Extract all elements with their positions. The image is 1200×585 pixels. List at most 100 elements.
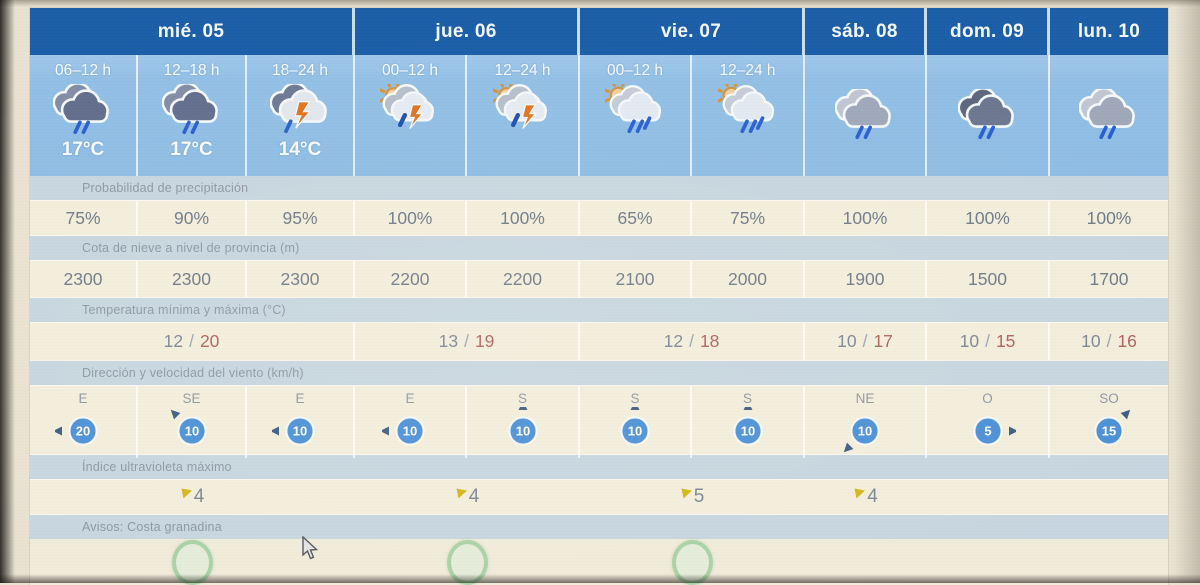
uv-index-value: 5 <box>681 486 704 508</box>
snow-level-value: 2300 <box>30 261 138 297</box>
precipitation-value: 65% <box>580 201 692 235</box>
temperature-min: 12 <box>163 331 184 351</box>
temperature-section-label: Temperatura mínima y máxima (°C) <box>30 298 1168 322</box>
uv-triangle-icon <box>181 484 193 505</box>
precipitation-value: 100% <box>467 201 580 235</box>
wind-cell: E 10 <box>247 386 355 458</box>
temperature-separator: / <box>985 331 990 351</box>
temperature-separator: / <box>689 331 694 351</box>
sun-clouds-rain-icon <box>717 84 778 138</box>
temperature-max: 19 <box>474 331 495 351</box>
warning-cell <box>30 539 355 585</box>
uv-number: 4 <box>193 486 205 507</box>
temperature-min: 10 <box>1081 331 1101 351</box>
svg-text:10: 10 <box>858 424 872 439</box>
period-temperature: 17°C <box>61 139 105 160</box>
uv-index-value: 4 <box>181 484 205 508</box>
precipitation-value: 90% <box>138 201 247 235</box>
warning-circle-icon <box>172 539 213 585</box>
wind-direction-label: S <box>630 391 640 406</box>
warning-circle-icon <box>447 539 488 585</box>
uv-values-row: 4 4 5 4 <box>30 479 1168 515</box>
temperature-min-max-value: 10/15 <box>927 323 1050 360</box>
snow-level-value: 1700 <box>1089 268 1129 289</box>
wind-direction-label: E <box>405 391 415 406</box>
wind-section-label: Dirección y velocidad del viento (km/h) <box>30 361 1168 385</box>
wind-direction-label: SE <box>182 391 201 406</box>
precipitation-value: 100% <box>805 201 927 235</box>
wind-direction-label: E <box>78 391 88 406</box>
wind-direction-label: O <box>982 391 993 406</box>
time-range-label: 00–12 h <box>606 62 664 79</box>
precipitation-section-label: Probabilidad de precipitación <box>30 176 1168 200</box>
svg-text:15: 15 <box>1102 424 1116 439</box>
day-header-label: vie. 07 <box>660 20 722 42</box>
temperature-min-max-value: 12/20 <box>30 323 355 360</box>
warning-cell <box>805 539 927 585</box>
snow-level-value: 2100 <box>580 261 692 297</box>
uv-value-cell <box>927 480 1050 514</box>
forecast-cell: 06–12 h 17°C <box>30 55 138 176</box>
uv-triangle-icon <box>456 484 468 505</box>
period-temperature: 17°C <box>170 139 213 160</box>
uv-number: 4 <box>468 486 480 507</box>
wind-cell: NE 10 <box>805 386 927 458</box>
uv-value-cell <box>1050 480 1168 514</box>
temperature-min-max-value: 13/19 <box>355 323 580 360</box>
wind-cell: E 20 <box>30 386 138 458</box>
warnings-row <box>30 539 1168 585</box>
temperature-min: 13 <box>438 331 459 351</box>
warnings-section-label: Avisos: Costa granadina <box>30 515 1168 539</box>
wind-direction-label: E <box>295 391 305 406</box>
svg-text:20: 20 <box>76 424 90 439</box>
uv-number: 4 <box>867 486 878 507</box>
day-header-2: jue. 06 <box>355 8 580 55</box>
period-temperature: 14°C <box>278 139 322 160</box>
temperature-separator: / <box>1106 331 1112 351</box>
temperature-min-max-value: 12/18 <box>580 323 805 360</box>
svg-text:10: 10 <box>184 424 198 439</box>
sun-clouds-rain-icon <box>605 84 665 138</box>
forecast-cell <box>1050 55 1168 176</box>
day-header-label: dom. 09 <box>950 20 1024 42</box>
precipitation-value: 75% <box>692 201 805 235</box>
time-range-label: 12–18 h <box>163 62 220 79</box>
uv-value-cell: 4 <box>30 480 355 514</box>
day-header-row: mié. 05 jue. 06 vie. 07 sáb. 08 dom. 09 lun. … <box>30 8 1168 55</box>
snow-level-value: 1900 <box>805 261 927 297</box>
uv-section-label: Índice ultravioleta máximo <box>30 455 1168 479</box>
day-header-label: mié. 05 <box>157 20 225 42</box>
uv-triangle-icon <box>854 484 866 505</box>
wind-speed-icon: 5 <box>960 407 1018 458</box>
temperature-min-max-value: 10/16 <box>1050 323 1168 360</box>
temperature-max: 16 <box>1117 331 1137 351</box>
temperature-min-max-value: 10/17 <box>805 323 927 360</box>
warning-cell <box>927 539 1050 585</box>
warning-cell <box>1050 539 1168 585</box>
temperature-separator: / <box>464 331 469 351</box>
time-range-label: 18–24 h <box>271 62 329 79</box>
sun-clouds-storm-icon <box>380 84 440 138</box>
snow-level-section-label: Cota de nieve a nivel de provincia (m) <box>30 236 1168 260</box>
snow-level-value: 2300 <box>247 261 355 297</box>
uv-value-cell: 4 <box>355 480 580 514</box>
uv-value-cell: 5 <box>580 480 805 514</box>
weather-forecast-table: mié. 05 jue. 06 vie. 07 sáb. 08 dom. 09 lun. … <box>30 8 1168 585</box>
temperature-values-row: 12/20 13/19 12/18 10/17 10/15 10/16 <box>30 322 1168 361</box>
forecast-cell: 00–12 h <box>355 55 467 176</box>
storm-rain-icon <box>270 84 330 138</box>
wind-speed-icon: 10 <box>270 407 328 458</box>
svg-text:10: 10 <box>628 424 642 439</box>
forecast-cell <box>805 55 927 176</box>
precipitation-values-row: 75% 90% 95% 100% 100% 65% 75% 100% 100% 100% <box>30 200 1168 236</box>
temperature-max: 15 <box>995 331 1016 351</box>
wind-speed-icon: 10 <box>495 401 551 458</box>
time-range-label: 12–24 h <box>719 62 776 79</box>
wind-cell: S 10 <box>467 386 580 458</box>
wind-speed-icon: 15 <box>1081 407 1137 458</box>
time-range-label: 12–24 h <box>494 62 551 79</box>
snow-level-value: 2200 <box>467 261 580 297</box>
day-header-3: vie. 07 <box>580 8 805 55</box>
wind-cell: S 10 <box>580 386 692 458</box>
warning-circle-icon <box>672 539 713 585</box>
